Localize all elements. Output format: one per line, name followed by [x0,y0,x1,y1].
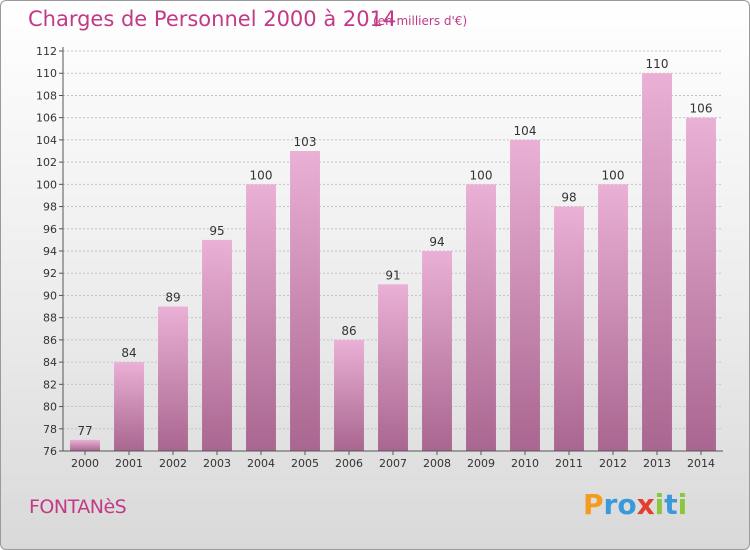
y-tick-label: 76 [43,445,57,458]
logo-letter: x [636,488,655,521]
logo-letter: i [654,488,665,521]
bar-2013 [642,73,672,451]
y-tick-label: 80 [43,401,57,414]
commune-name: FONTANèS [29,496,127,518]
data-label-2007: 91 [385,268,400,282]
data-label-2011: 98 [561,191,576,205]
y-tick-label: 98 [43,201,57,214]
bar-2005 [290,151,320,451]
logo-letter: r [603,488,618,521]
x-tick-label: 2012 [599,457,627,470]
logo-letter: o [617,488,637,521]
bar-2009 [466,184,496,452]
y-tick-label: 88 [43,312,57,325]
x-tick-label: 2005 [291,457,319,470]
bar-2011 [554,206,584,451]
y-tick-label: 78 [43,423,57,436]
data-label-2008: 94 [429,235,444,249]
bar-2001 [114,362,144,451]
y-tick-label: 82 [43,378,57,391]
bar-2008 [422,251,452,451]
x-tick-label: 2010 [511,457,539,470]
y-tick-label: 92 [43,267,57,280]
y-tick-label: 108 [36,89,57,102]
y-tick-label: 90 [43,289,57,302]
y-tick-label: 100 [36,178,57,191]
y-tick-label: 86 [43,334,57,347]
y-tick-label: 96 [43,223,57,236]
data-label-2009: 100 [470,168,493,182]
bar-2010 [510,139,540,451]
data-label-2001: 84 [121,346,136,360]
data-label-2006: 86 [341,324,356,338]
data-label-2005: 103 [294,135,317,149]
bar-2002 [158,306,188,451]
bar-2004 [246,184,276,452]
x-tick-label: 2009 [467,457,495,470]
x-tick-label: 2000 [71,457,99,470]
data-label-2013: 110 [646,57,669,71]
bar-2007 [378,284,408,451]
chart-subtitle: (en milliers d'€) [373,14,468,28]
x-tick-label: 2004 [247,457,275,470]
y-tick-label: 110 [36,67,57,80]
x-tick-label: 2011 [555,457,583,470]
y-tick-label: 106 [36,112,57,125]
x-tick-label: 2008 [423,457,451,470]
x-tick-label: 2006 [335,457,363,470]
bar-2014 [686,117,716,452]
data-label-2012: 100 [602,168,625,182]
x-tick-label: 2007 [379,457,407,470]
bar-2012 [598,184,628,452]
x-tick-label: 2002 [159,457,187,470]
data-label-2014: 106 [690,102,713,116]
x-tick-label: 2001 [115,457,143,470]
data-label-2002: 89 [165,291,180,305]
logo-letter: P [583,488,604,521]
bar-2003 [202,239,232,451]
x-tick-label: 2003 [203,457,231,470]
bar-2000 [70,439,100,451]
y-tick-label: 112 [36,45,57,58]
y-tick-label: 94 [43,245,57,258]
logo-letter: i [677,488,688,521]
chart-title: Charges de Personnel 2000 à 2014 [28,7,397,31]
logo-letter: t [664,488,678,521]
y-tick-label: 84 [43,356,57,369]
x-tick-label: 2013 [643,457,671,470]
y-tick-label: 104 [36,134,57,147]
x-tick-label: 2014 [687,457,715,470]
data-label-2003: 95 [209,224,224,238]
bar-2006 [334,339,364,451]
data-label-2010: 104 [514,124,537,138]
data-label-2000: 77 [77,424,92,438]
proxiti-logo: Proxiti [583,488,687,521]
y-tick-label: 102 [36,156,57,169]
data-label-2004: 100 [250,168,273,182]
